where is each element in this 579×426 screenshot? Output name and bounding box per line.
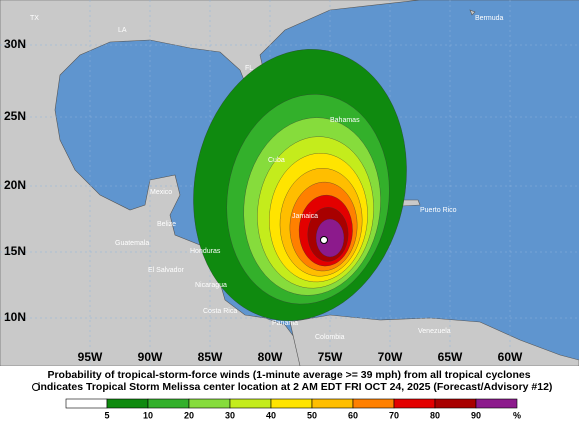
place-name: Cuba bbox=[268, 157, 285, 164]
lat-label: 10N bbox=[4, 310, 26, 324]
legend-swatch bbox=[147, 398, 190, 409]
legend-swatch bbox=[352, 398, 395, 409]
place-name: Bahamas bbox=[330, 117, 360, 124]
lon-label: 65W bbox=[438, 350, 463, 364]
legend-tick: 60 bbox=[348, 410, 358, 420]
lat-label: 20N bbox=[4, 178, 26, 192]
legend-tick: 90 bbox=[471, 410, 481, 420]
lon-label: 90W bbox=[138, 350, 163, 364]
place-name: Puerto Rico bbox=[420, 207, 457, 214]
lon-label: 60W bbox=[498, 350, 523, 364]
legend-tick: 10 bbox=[143, 410, 153, 420]
place-name: Nicaragua bbox=[195, 282, 227, 289]
place-name: Mexico bbox=[150, 189, 172, 196]
lon-label: 85W bbox=[198, 350, 223, 364]
lon-label: 80W bbox=[258, 350, 283, 364]
place-name: El Salvador bbox=[148, 267, 184, 274]
legend-tick: 5 bbox=[104, 410, 109, 420]
lon-label: 70W bbox=[378, 350, 403, 364]
place-name: Guatemala bbox=[115, 240, 149, 247]
place-name: Venezuela bbox=[418, 328, 451, 335]
legend: 5 10 20 30 40 50 60 70 80 90% bbox=[65, 398, 521, 420]
center-icon bbox=[32, 383, 40, 391]
map-labels: 30N 25N 20N 15N 10N 95W 90W 85W 80W 75W 70W 65W 60W T… bbox=[4, 15, 523, 364]
storm-center bbox=[320, 236, 328, 244]
legend-swatch bbox=[393, 398, 436, 409]
caption-line-1: Probability of tropical-storm-force wind… bbox=[47, 369, 530, 381]
lat-label: 30N bbox=[4, 37, 26, 51]
legend-swatch bbox=[188, 398, 231, 409]
legend-swatch bbox=[434, 398, 477, 409]
legend-tick: 20 bbox=[184, 410, 194, 420]
legend-swatch bbox=[475, 398, 518, 409]
legend-tick: 50 bbox=[307, 410, 317, 420]
place-name: Panama bbox=[272, 320, 298, 327]
place-name: Bermuda bbox=[475, 15, 504, 22]
place-name: Honduras bbox=[190, 248, 221, 255]
caption-area bbox=[0, 366, 579, 421]
place-name: FL bbox=[245, 65, 253, 72]
legend-tick: 70 bbox=[389, 410, 399, 420]
place-name: Jamaica bbox=[292, 213, 318, 220]
legend-swatch bbox=[65, 398, 108, 409]
lat-label: 25N bbox=[4, 109, 26, 123]
contour-band bbox=[315, 218, 345, 258]
place-name: LA bbox=[118, 27, 127, 34]
place-name: Colombia bbox=[315, 334, 345, 341]
lon-label: 75W bbox=[318, 350, 343, 364]
legend-tick: 30 bbox=[225, 410, 235, 420]
caption-line-2: indicates Tropical Storm Melissa center … bbox=[38, 381, 553, 393]
legend-swatch bbox=[311, 398, 354, 409]
place-name: Belize bbox=[157, 221, 176, 228]
legend-unit: % bbox=[513, 410, 521, 420]
legend-swatch bbox=[106, 398, 149, 409]
legend-swatch bbox=[270, 398, 313, 409]
legend-tick: 40 bbox=[266, 410, 276, 420]
place-name: Costa Rica bbox=[203, 308, 237, 315]
lat-label: 15N bbox=[4, 244, 26, 258]
probability-contours bbox=[193, 49, 407, 321]
legend-tick: 80 bbox=[430, 410, 440, 420]
lon-label: 95W bbox=[78, 350, 103, 364]
legend-swatch bbox=[229, 398, 272, 409]
place-name: TX bbox=[30, 15, 39, 22]
